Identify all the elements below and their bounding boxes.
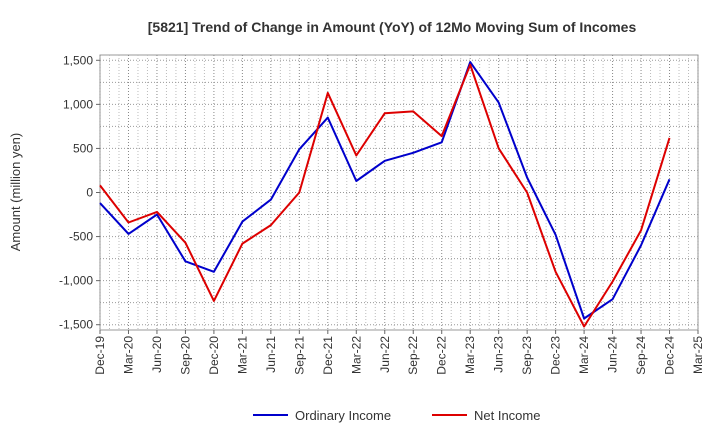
x-axis-ticks: Dec-19 Mar-20 Jun-20 Sep-20 Dec-20 Mar-21 Jun-… [93, 330, 705, 375]
series-line-ordinary-income [99, 61, 671, 320]
legend-label-net-income: Net Income [474, 408, 540, 423]
x-tick-label: Dec-24 [663, 336, 677, 375]
x-tick-label: Jun-23 [492, 336, 506, 373]
x-tick-label: Jun-24 [606, 336, 620, 373]
y-tick-label: 500 [73, 141, 93, 155]
x-tick-label: Dec-21 [321, 336, 335, 375]
y-tick-label: -500 [69, 230, 93, 244]
x-tick-label: Mar-23 [463, 336, 477, 374]
x-tick-label: Sep-24 [634, 336, 648, 375]
legend-label-ordinary-income: Ordinary Income [295, 408, 391, 423]
x-tick-label: Dec-20 [207, 336, 221, 375]
x-tick-label: Jun-20 [150, 336, 164, 373]
chart-title: [5821] Trend of Change in Amount (YoY) o… [148, 19, 637, 35]
x-tick-label: Dec-23 [549, 336, 563, 375]
x-tick-label: Jun-21 [264, 336, 278, 373]
y-tick-label: -1,000 [59, 274, 93, 288]
x-tick-label: Mar-25 [691, 336, 705, 374]
x-tick-label: Sep-22 [406, 336, 420, 375]
y-tick-label: 0 [86, 186, 93, 200]
x-tick-label: Sep-23 [520, 336, 534, 375]
y-axis-label: Amount (million yen) [8, 133, 23, 252]
x-tick-label: Jun-22 [378, 336, 392, 373]
x-tick-label: Sep-21 [292, 336, 306, 375]
x-tick-label: Mar-21 [235, 336, 249, 374]
series-line-net-income [99, 63, 671, 328]
x-tick-label: Mar-24 [577, 336, 591, 374]
legend: Ordinary Income Net Income [253, 408, 540, 423]
series-lines [99, 61, 671, 328]
x-tick-label: Dec-19 [93, 336, 107, 375]
y-axis-ticks: 1,500 1,000 500 0 -500 -1,000 -1,500 [59, 53, 100, 332]
y-tick-label: 1,500 [63, 53, 93, 67]
x-tick-label: Mar-20 [121, 336, 135, 374]
x-tick-label: Mar-22 [349, 336, 363, 374]
grid-lines [99, 55, 699, 330]
y-tick-label: 1,000 [63, 97, 93, 111]
y-tick-label: -1,500 [59, 318, 93, 332]
x-tick-label: Dec-22 [435, 336, 449, 375]
x-tick-label: Sep-20 [178, 336, 192, 375]
